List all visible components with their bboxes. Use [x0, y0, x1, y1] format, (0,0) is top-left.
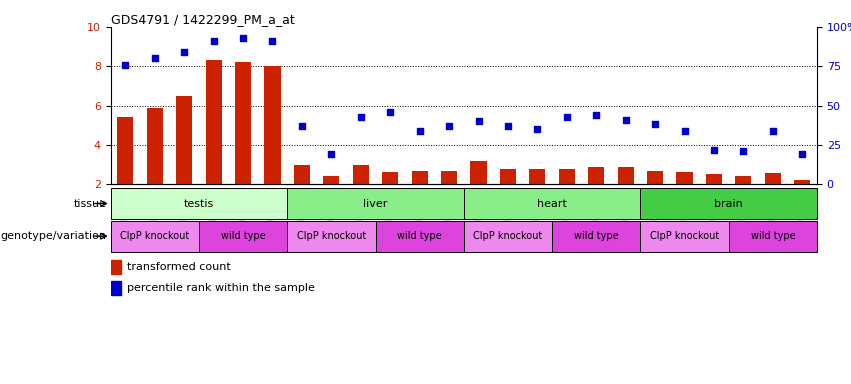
Text: wild type: wild type: [220, 231, 266, 241]
Bar: [618, 167, 634, 184]
Text: transformed count: transformed count: [127, 262, 231, 272]
Text: heart: heart: [537, 199, 567, 209]
Point: [530, 126, 544, 132]
Bar: [111, 281, 121, 296]
Point: [207, 38, 220, 44]
Text: ClpP knockout: ClpP knockout: [297, 231, 366, 241]
Bar: [235, 62, 251, 184]
Text: percentile rank within the sample: percentile rank within the sample: [127, 283, 314, 293]
Point: [443, 123, 456, 129]
Text: wild type: wild type: [397, 231, 442, 241]
Point: [796, 151, 809, 157]
Bar: [287, 221, 375, 252]
Bar: [206, 60, 222, 184]
Point: [501, 123, 515, 129]
Bar: [117, 118, 134, 184]
Point: [677, 128, 691, 134]
Bar: [705, 174, 722, 184]
Bar: [176, 96, 192, 184]
Bar: [529, 169, 545, 184]
Bar: [559, 169, 575, 184]
Point: [384, 109, 397, 115]
Text: GDS4791 / 1422299_PM_a_at: GDS4791 / 1422299_PM_a_at: [111, 13, 294, 26]
Point: [148, 55, 162, 61]
Bar: [146, 108, 163, 184]
Bar: [111, 221, 199, 252]
Point: [560, 114, 574, 120]
Point: [413, 128, 426, 134]
Bar: [640, 188, 817, 219]
Bar: [552, 221, 640, 252]
Bar: [111, 260, 121, 274]
Bar: [375, 221, 464, 252]
Text: wild type: wild type: [751, 231, 795, 241]
Bar: [323, 177, 340, 184]
Point: [766, 128, 780, 134]
Point: [707, 147, 721, 153]
Point: [648, 121, 662, 127]
Bar: [412, 170, 428, 184]
Point: [118, 61, 132, 68]
Bar: [588, 167, 604, 184]
Text: ClpP knockout: ClpP knockout: [650, 231, 719, 241]
Point: [295, 123, 309, 129]
Text: brain: brain: [714, 199, 743, 209]
Bar: [294, 165, 310, 184]
Bar: [471, 161, 487, 184]
Bar: [265, 66, 281, 184]
Bar: [287, 188, 464, 219]
Point: [177, 49, 191, 55]
Point: [354, 114, 368, 120]
Bar: [464, 188, 640, 219]
Point: [471, 118, 485, 124]
Bar: [640, 221, 728, 252]
Bar: [500, 169, 516, 184]
Bar: [647, 170, 663, 184]
Bar: [111, 188, 287, 219]
Point: [237, 35, 250, 41]
Bar: [728, 221, 817, 252]
Bar: [352, 165, 368, 184]
Text: tissue: tissue: [73, 199, 106, 209]
Text: ClpP knockout: ClpP knockout: [120, 231, 190, 241]
Bar: [199, 221, 287, 252]
Point: [590, 112, 603, 118]
Bar: [441, 170, 457, 184]
Text: wild type: wild type: [574, 231, 619, 241]
Text: liver: liver: [363, 199, 388, 209]
Bar: [464, 221, 552, 252]
Text: ClpP knockout: ClpP knockout: [473, 231, 543, 241]
Bar: [794, 180, 810, 184]
Text: testis: testis: [184, 199, 214, 209]
Point: [737, 148, 751, 154]
Bar: [382, 172, 398, 184]
Bar: [765, 172, 781, 184]
Point: [619, 117, 632, 123]
Point: [266, 38, 279, 44]
Bar: [735, 177, 751, 184]
Bar: [677, 172, 693, 184]
Point: [324, 151, 338, 157]
Text: genotype/variation: genotype/variation: [0, 231, 106, 241]
